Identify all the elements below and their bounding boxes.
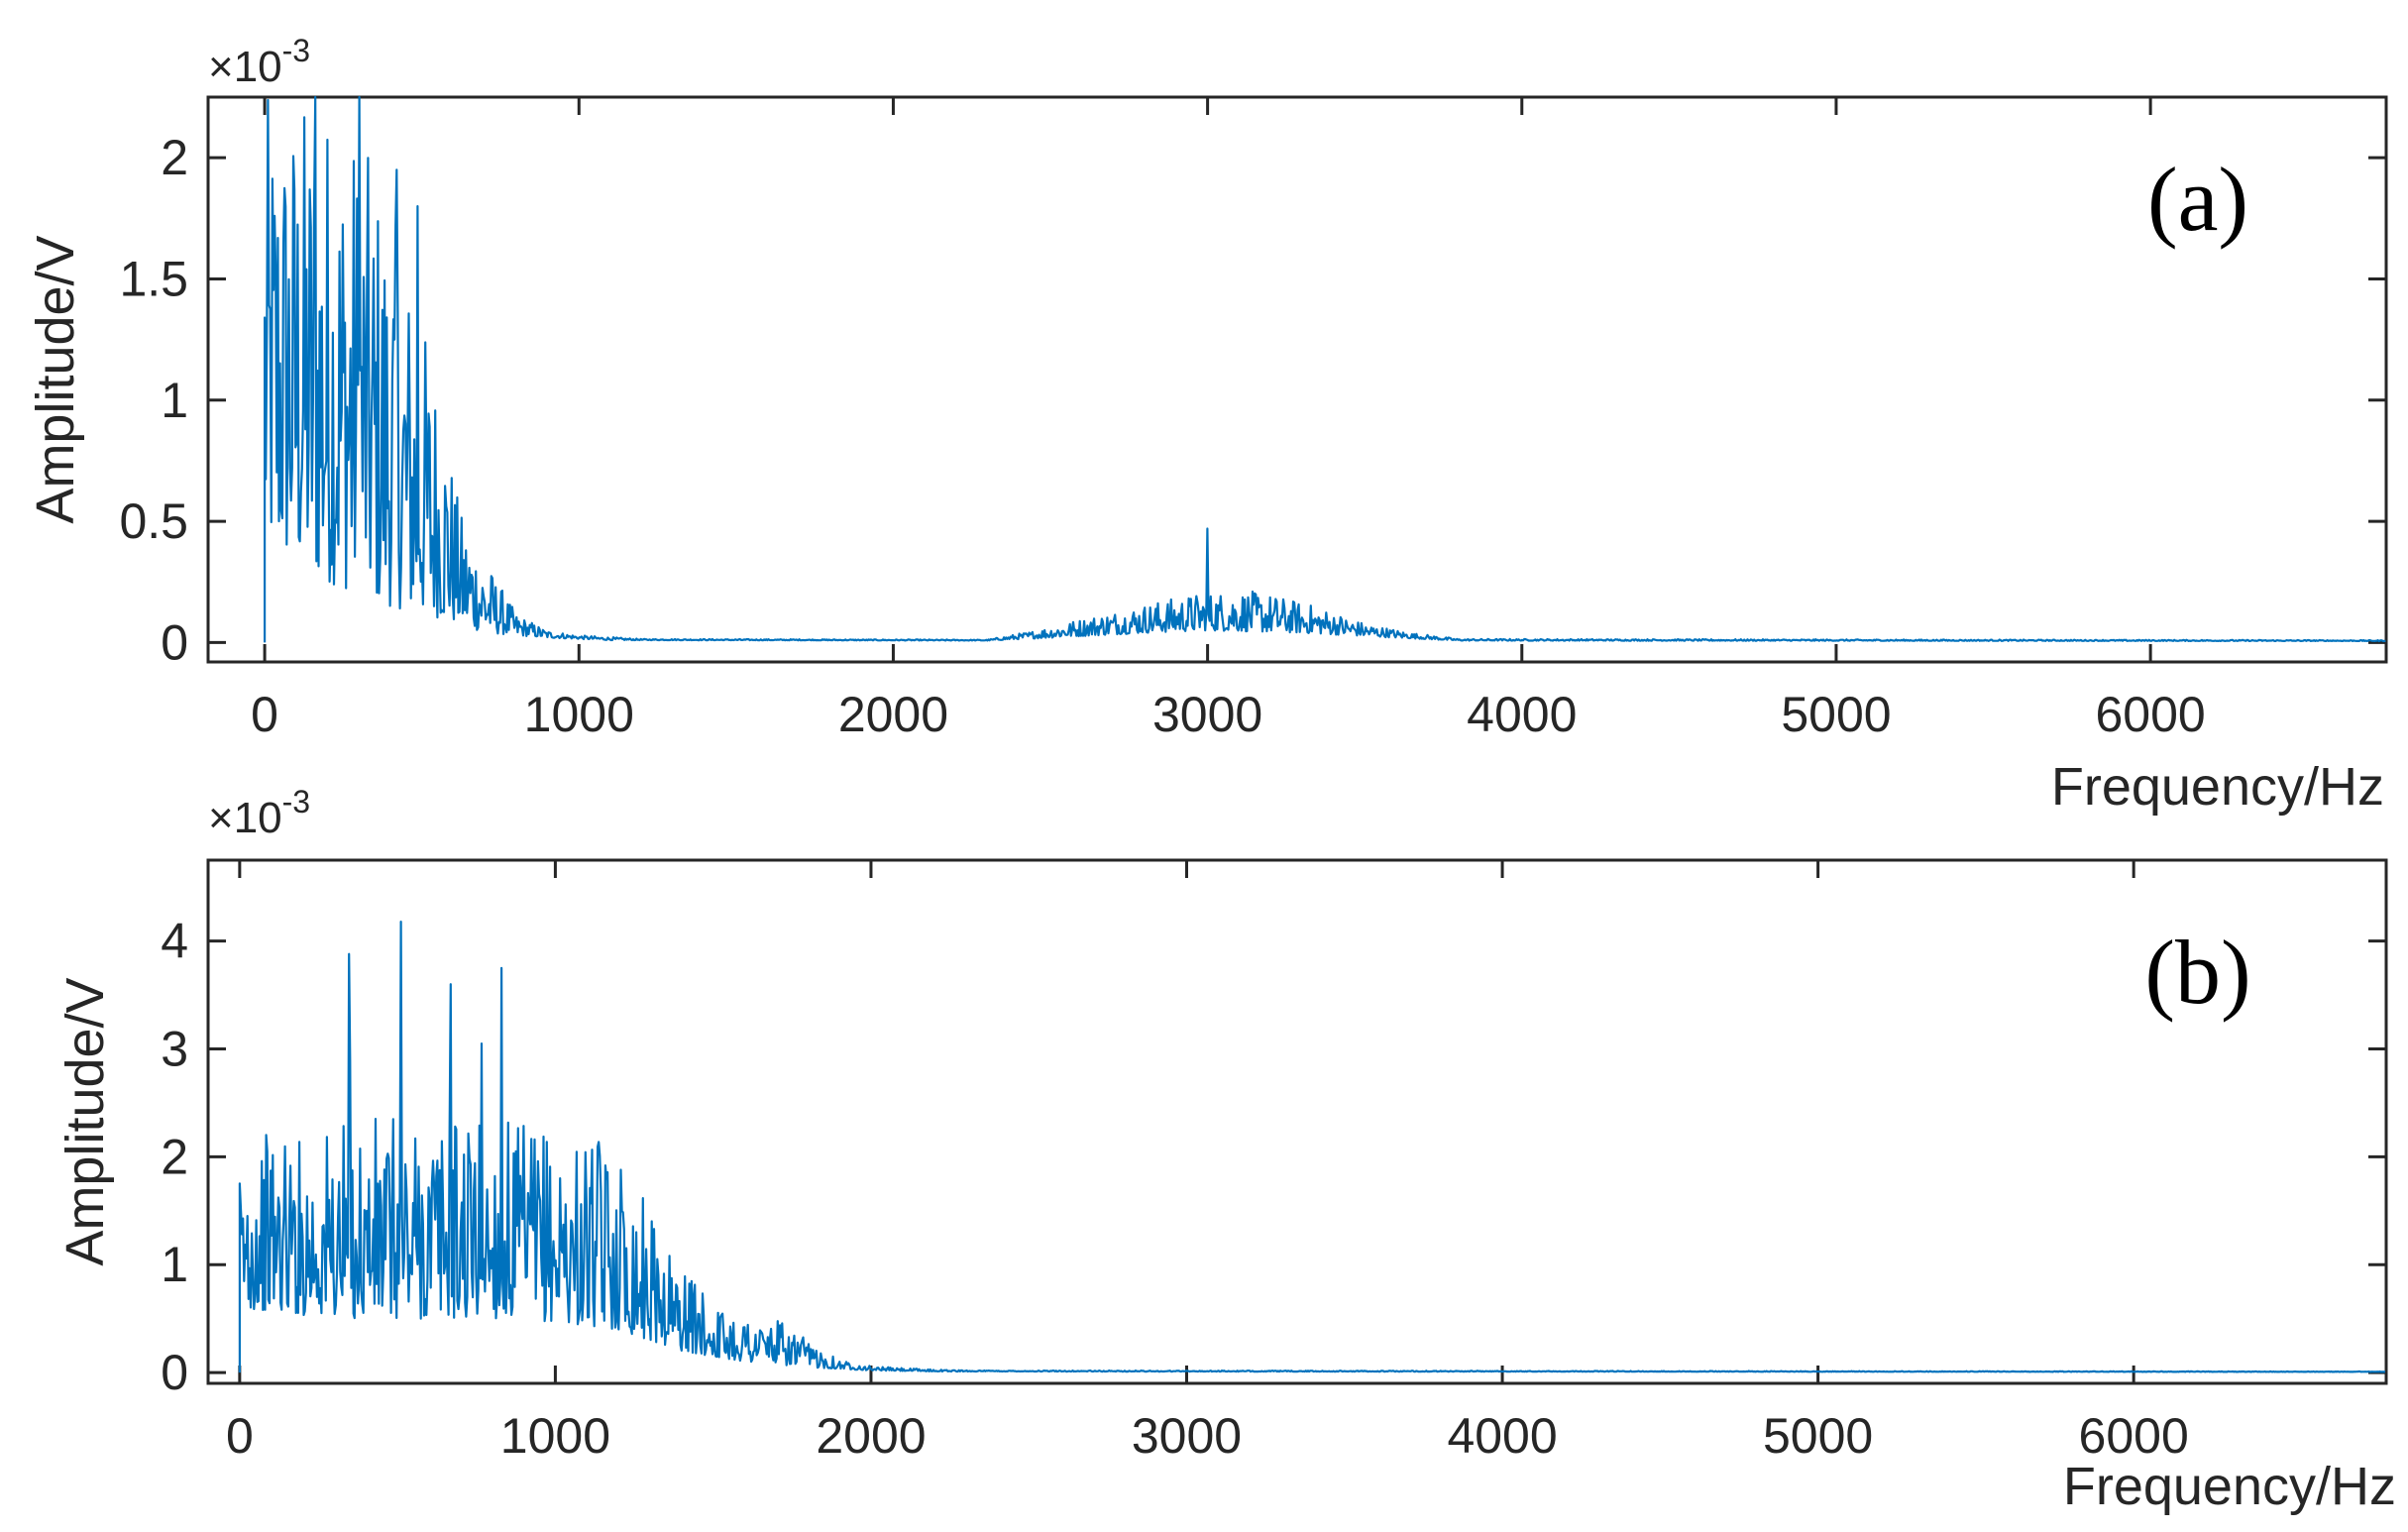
panel-a-spectrum-series xyxy=(264,95,2386,643)
x-tick-label-4000: 4000 xyxy=(1447,1408,1557,1464)
x-tick-label-2000: 2000 xyxy=(816,1408,926,1464)
y-tick-label-1: 1 xyxy=(161,373,188,428)
y-tick-label-3: 3 xyxy=(161,1022,188,1077)
y-tick-label-4: 4 xyxy=(161,914,188,969)
spectrum-line xyxy=(238,921,2386,1373)
x-tick-label-3000: 3000 xyxy=(1132,1408,1242,1464)
panel-b-x-axis-label: Frequency/Hz xyxy=(2063,1457,2396,1516)
x-tick-label-6000: 6000 xyxy=(2096,687,2206,742)
y-tick-label-0: 0 xyxy=(161,1345,188,1400)
panel-a-label: (a) xyxy=(2147,149,2248,250)
panel-a-y-axis-label: Amplitude/V xyxy=(26,235,85,523)
panel-a-plot-frame xyxy=(206,95,2388,664)
x-tick-label-4000: 4000 xyxy=(1467,687,1577,742)
y-tick-label-0: 0 xyxy=(161,614,188,670)
y-tick-label-2: 2 xyxy=(161,130,188,185)
x-tick-label-5000: 5000 xyxy=(1763,1408,1873,1464)
panel-b-y-axis-label: Amplitude/V xyxy=(55,977,115,1265)
panel-a-x-axis-label: Frequency/Hz xyxy=(2051,757,2384,817)
panel-b-label: (b) xyxy=(2144,922,2250,1023)
y-tick-label-2: 2 xyxy=(161,1129,188,1184)
x-tick-label-2000: 2000 xyxy=(838,687,948,742)
panel-b-ticks: 0 1000 2000 3000 4000 5000 6000 0 1 2 3 4 xyxy=(161,860,2386,1464)
x-tick-label-0: 0 xyxy=(251,687,278,742)
y-tick-label-1.5: 1.5 xyxy=(119,251,188,306)
panel-a-y-exponent: ×10-3 xyxy=(208,33,310,91)
y-tick-label-0.5: 0.5 xyxy=(119,493,188,549)
x-tick-label-0: 0 xyxy=(226,1408,254,1464)
x-tick-label-3000: 3000 xyxy=(1152,687,1262,742)
panel-b-spectrum-series xyxy=(238,921,2386,1373)
panel-b-plot-frame xyxy=(206,858,2388,1385)
panel-a-ticks: 0 1000 2000 3000 4000 5000 6000 0 0.5 1 1.5 2 xyxy=(119,97,2386,742)
y-tick-label-1: 1 xyxy=(161,1237,188,1292)
panel-a: 0 1000 2000 3000 4000 5000 6000 0 0.5 1 1.5 2 ×10-3… xyxy=(26,33,2388,817)
spectrum-line xyxy=(264,95,2386,643)
x-tick-label-1000: 1000 xyxy=(500,1408,610,1464)
x-tick-label-1000: 1000 xyxy=(524,687,634,742)
panel-b: 0 1000 2000 3000 4000 5000 6000 0 1 2 3 4 ×10-3 Amp… xyxy=(55,784,2396,1516)
panel-b-y-exponent: ×10-3 xyxy=(208,784,310,842)
x-tick-label-6000: 6000 xyxy=(2079,1408,2189,1464)
x-tick-label-5000: 5000 xyxy=(1781,687,1891,742)
